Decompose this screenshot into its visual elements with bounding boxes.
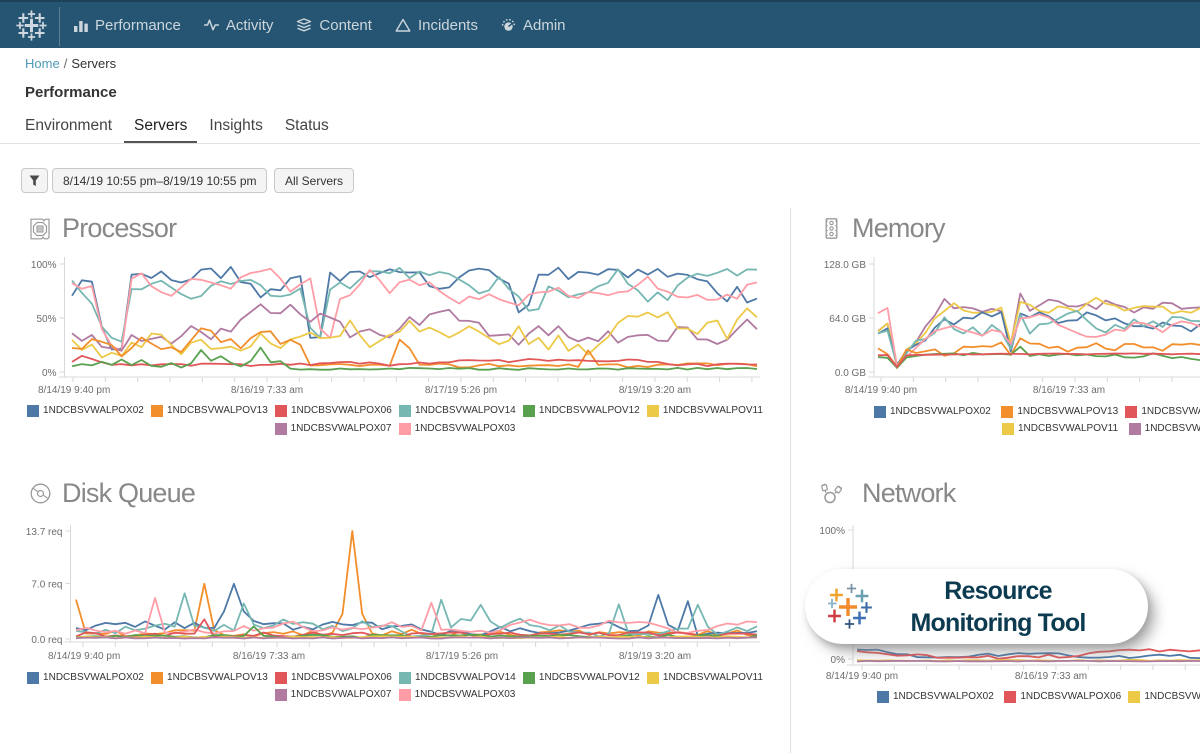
- svg-text:100%: 100%: [819, 526, 845, 537]
- svg-text:64.0 GB: 64.0 GB: [829, 314, 866, 325]
- svg-text:100%: 100%: [31, 260, 57, 271]
- svg-text:7.0 req: 7.0 req: [31, 580, 62, 591]
- svg-text:0%: 0%: [42, 368, 57, 379]
- svg-text:8/16/19 7:33 am: 8/16/19 7:33 am: [233, 651, 305, 662]
- svg-text:8/17/19 5:26 pm: 8/17/19 5:26 pm: [425, 385, 497, 396]
- svg-text:8/16/19 7:33 am: 8/16/19 7:33 am: [1033, 385, 1105, 396]
- svg-text:128.0 GB: 128.0 GB: [824, 260, 867, 271]
- svg-text:8/14/19 9:40 pm: 8/14/19 9:40 pm: [845, 385, 917, 396]
- svg-text:8/16/19 7:33 am: 8/16/19 7:33 am: [1015, 671, 1087, 682]
- svg-text:8/14/19 9:40 pm: 8/14/19 9:40 pm: [48, 651, 120, 662]
- svg-text:0.0 GB: 0.0 GB: [835, 368, 866, 379]
- svg-text:8/17/19 5:26 pm: 8/17/19 5:26 pm: [426, 651, 498, 662]
- svg-text:50%: 50%: [36, 314, 56, 325]
- svg-text:0.0 req: 0.0 req: [31, 635, 62, 646]
- svg-text:8/19/19 3:20 am: 8/19/19 3:20 am: [619, 651, 691, 662]
- svg-text:8/19/19 3:20 am: 8/19/19 3:20 am: [619, 385, 691, 396]
- svg-text:8/14/19 9:40 pm: 8/14/19 9:40 pm: [38, 385, 110, 396]
- svg-text:13.7 req: 13.7 req: [26, 527, 63, 538]
- svg-text:8/14/19 9:40 pm: 8/14/19 9:40 pm: [826, 671, 898, 682]
- svg-text:8/16/19 7:33 am: 8/16/19 7:33 am: [231, 385, 303, 396]
- svg-text:0%: 0%: [831, 655, 846, 666]
